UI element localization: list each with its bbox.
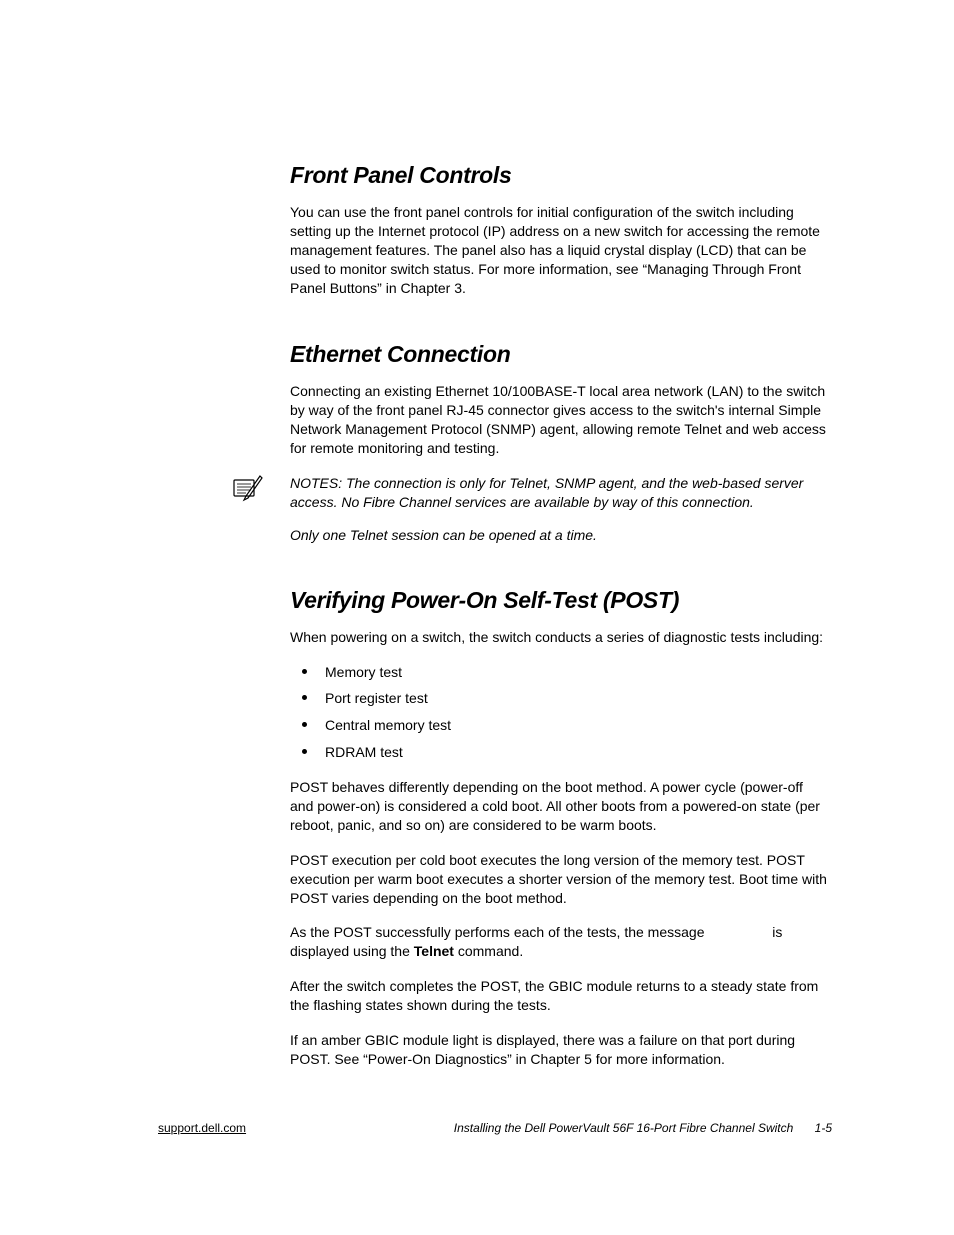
text-run: command. xyxy=(454,943,523,959)
bullet-list: Memory test Port register test Central m… xyxy=(290,663,830,763)
bullet-icon xyxy=(302,749,307,754)
heading-ethernet: Ethernet Connection xyxy=(290,341,830,368)
bullet-icon xyxy=(302,695,307,700)
list-text: Port register test xyxy=(325,689,428,708)
list-item: Central memory test xyxy=(290,716,830,735)
paragraph: As the POST successfully performs each o… xyxy=(290,923,830,961)
paragraph: POST behaves differently depending on th… xyxy=(290,778,830,835)
list-text: RDRAM test xyxy=(325,743,403,762)
page-footer: support.dell.com Installing the Dell Pow… xyxy=(158,1121,832,1135)
bullet-icon xyxy=(302,722,307,727)
bullet-icon xyxy=(302,669,307,674)
list-item: Port register test xyxy=(290,689,830,708)
paragraph: POST execution per cold boot executes th… xyxy=(290,851,830,908)
note-text: NOTES: The connection is only for Telnet… xyxy=(290,474,830,512)
paragraph: If an amber GBIC module light is display… xyxy=(290,1031,830,1069)
paragraph: Connecting an existing Ethernet 10/100BA… xyxy=(290,382,830,458)
list-text: Memory test xyxy=(325,663,402,682)
text-run: As the POST successfully performs each o… xyxy=(290,924,708,940)
list-text: Central memory test xyxy=(325,716,451,735)
notes-block: NOTES: The connection is only for Telnet… xyxy=(290,474,830,545)
paragraph: When powering on a switch, the switch co… xyxy=(290,628,830,647)
heading-post: Verifying Power-On Self-Test (POST) xyxy=(290,587,830,614)
footer-url: support.dell.com xyxy=(158,1121,246,1135)
note-text: Only one Telnet session can be opened at… xyxy=(290,526,830,545)
note-icon xyxy=(232,474,264,502)
footer-title: Installing the Dell PowerVault 56F 16-Po… xyxy=(454,1121,794,1135)
footer-right-group: Installing the Dell PowerVault 56F 16-Po… xyxy=(454,1121,832,1135)
bold-text: Telnet xyxy=(414,943,454,959)
paragraph: After the switch completes the POST, the… xyxy=(290,977,830,1015)
list-item: Memory test xyxy=(290,663,830,682)
page-number: 1-5 xyxy=(815,1121,832,1135)
paragraph: You can use the front panel controls for… xyxy=(290,203,830,297)
list-item: RDRAM test xyxy=(290,743,830,762)
page-content: Front Panel Controls You can use the fro… xyxy=(290,162,830,1085)
heading-front-panel: Front Panel Controls xyxy=(290,162,830,189)
